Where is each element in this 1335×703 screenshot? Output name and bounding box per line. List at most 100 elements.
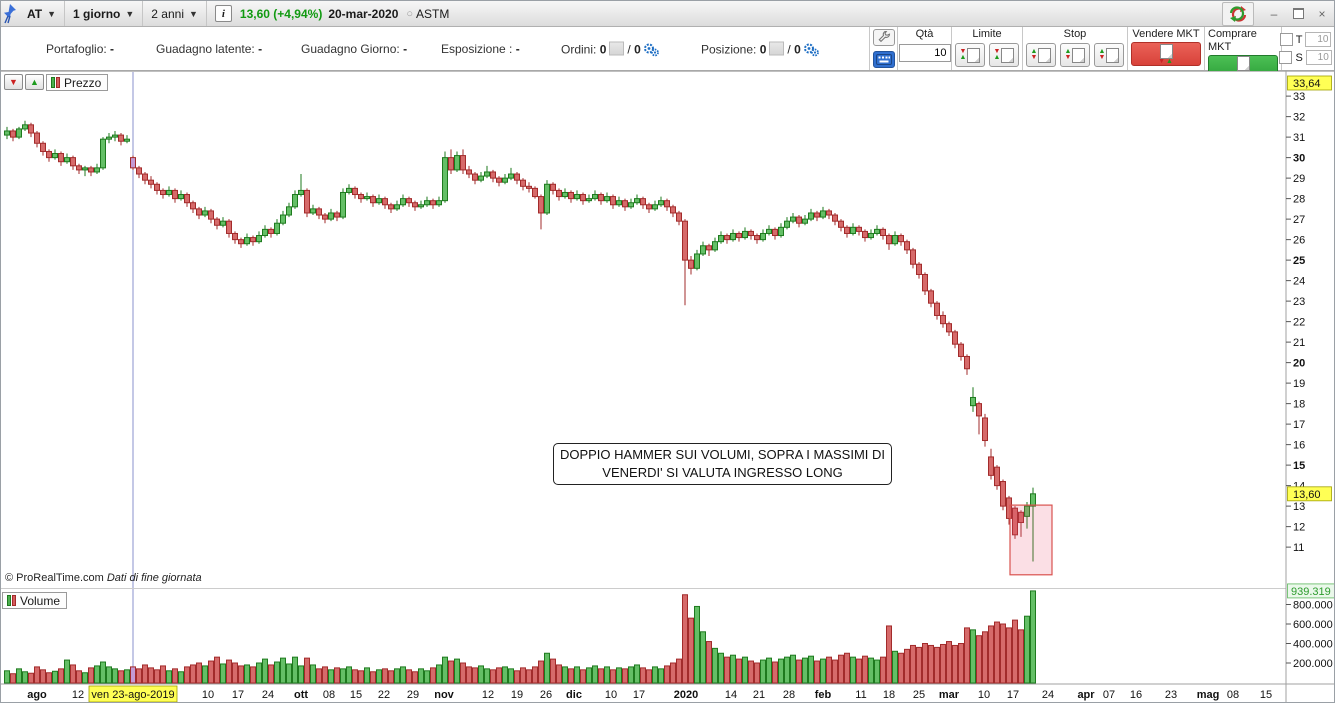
volume-bar xyxy=(664,665,670,684)
order-ticket-icon xyxy=(967,47,981,63)
candle xyxy=(802,218,808,224)
volume-bar xyxy=(40,669,46,684)
date-tick-label: ago xyxy=(27,689,47,701)
candle xyxy=(910,249,916,265)
candle xyxy=(994,466,1000,487)
order-settings-wrench-button[interactable] xyxy=(872,29,895,46)
minimize-button[interactable]: – xyxy=(1270,6,1278,21)
candle xyxy=(418,204,424,208)
volume-bar xyxy=(106,666,112,684)
timeframe-dropdown[interactable]: 1 giorno ▼ xyxy=(65,1,144,26)
orders-list-icon[interactable] xyxy=(609,41,625,55)
trailing-t-input[interactable] xyxy=(1305,32,1332,47)
candle xyxy=(340,191,346,218)
date-tick-label: 11 xyxy=(855,689,866,701)
date-tick-label: mar xyxy=(939,689,960,701)
volume-bar xyxy=(838,654,844,684)
date-tick-label: 12 xyxy=(482,689,494,701)
volume-bar xyxy=(712,647,718,684)
position-list-icon[interactable] xyxy=(769,41,785,55)
candle xyxy=(130,157,136,169)
volume-bar xyxy=(112,668,118,684)
volume-bar xyxy=(796,659,802,684)
volume-bar xyxy=(310,664,316,684)
cursor-date-label: ven 23-ago-2019 xyxy=(91,689,174,701)
volume-bar xyxy=(406,669,412,684)
volume-bar xyxy=(334,667,340,684)
symbol-selector-dropdown[interactable]: AT ▼ xyxy=(19,1,66,26)
trailing-s-checkbox[interactable] xyxy=(1279,51,1293,64)
volume-bar xyxy=(982,631,988,684)
range-dropdown[interactable]: 2 anni ▼ xyxy=(143,1,207,26)
volume-bar xyxy=(1018,629,1024,684)
restore-button[interactable] xyxy=(1288,5,1308,23)
stop-order-button-2[interactable]: ▲ ▼ xyxy=(1060,43,1090,67)
latent-gain-field: Guadagno latente: - xyxy=(156,41,263,56)
candle xyxy=(550,183,556,191)
candle xyxy=(748,230,754,237)
buy-sell-arrows-icon: ▼▲ xyxy=(959,48,967,61)
price-tick-label: 31 xyxy=(1293,132,1305,144)
volume-bar xyxy=(508,668,514,684)
sell-market-label: Vendere MKT xyxy=(1132,28,1200,40)
candle xyxy=(556,189,562,198)
volume-bar xyxy=(466,666,472,684)
sell-arrow-icon: ▼ xyxy=(9,77,18,87)
quick-sell-button[interactable]: ▼ xyxy=(4,74,23,90)
date-tick-label: 17 xyxy=(232,689,244,701)
candle xyxy=(694,253,700,269)
candle xyxy=(712,241,718,251)
price-tick-label: 32 xyxy=(1293,112,1305,124)
volume-bar xyxy=(76,670,82,684)
sell-market-button[interactable]: ▼▲ xyxy=(1131,42,1201,66)
volume-bar xyxy=(190,664,196,684)
candle xyxy=(430,200,436,206)
limit-order-button-1[interactable]: ▼ ▲ xyxy=(955,43,985,67)
quick-buy-button[interactable]: ▲ xyxy=(25,74,44,90)
volume-bar xyxy=(178,671,184,684)
keyboard-button[interactable] xyxy=(872,51,895,68)
candle xyxy=(292,194,298,208)
orders-gear-icon[interactable] xyxy=(643,42,659,56)
limit-order-button-2[interactable]: ▼ ▲ xyxy=(989,43,1019,67)
candle xyxy=(124,138,130,142)
candle xyxy=(214,218,220,226)
candle xyxy=(142,173,148,181)
refresh-icon[interactable] xyxy=(1222,1,1254,26)
volume-tick-label: 200.000 xyxy=(1293,658,1333,670)
candle xyxy=(460,155,466,171)
price-pane-legend[interactable]: Prezzo xyxy=(46,74,109,91)
stop-order-button-3[interactable]: ▲ ▼ xyxy=(1094,43,1124,67)
candle xyxy=(472,173,478,181)
date-tick-label: 08 xyxy=(1227,689,1239,701)
stop-order-button-1[interactable]: ▲ ▼ xyxy=(1026,43,1056,67)
chart-annotation-note[interactable]: DOPPIO HAMMER SUI VOLUMI, SOPRA I MASSIM… xyxy=(553,443,892,485)
chart-canvas[interactable]: 33 32 31 30 29 28 27 26 25 24 23 22 21 20 19 18 17 16 15 14… xyxy=(1,71,1335,703)
position-gear-icon[interactable] xyxy=(803,42,819,56)
volume-bar xyxy=(850,656,856,684)
volume-bar xyxy=(388,670,394,684)
volume-bar xyxy=(274,661,280,684)
candle xyxy=(364,196,370,200)
volume-pane-legend[interactable]: Volume xyxy=(2,592,68,609)
pushpin-icon[interactable] xyxy=(1,3,19,25)
volume-bar xyxy=(994,621,1000,684)
candle xyxy=(34,132,40,144)
highlight-box[interactable] xyxy=(1009,504,1053,576)
info-icon[interactable]: i xyxy=(214,5,232,22)
qty-input[interactable] xyxy=(898,44,951,62)
volume-bar xyxy=(946,641,952,684)
candle xyxy=(4,130,10,136)
volume-bar xyxy=(346,666,352,684)
titlebar: AT ▼ 1 giorno ▼ 2 anni ▼ i 13,60 (+4,94%… xyxy=(1,1,1334,27)
chevron-down-icon: ▼ xyxy=(189,8,198,19)
trailing-t-checkbox[interactable] xyxy=(1279,33,1293,46)
volume-bar xyxy=(160,665,166,684)
price-tick-label: 16 xyxy=(1293,440,1305,452)
volume-bar xyxy=(400,666,406,684)
price-tick-label: 24 xyxy=(1293,276,1305,288)
volume-bar xyxy=(1012,619,1018,684)
trailing-s-input[interactable] xyxy=(1305,50,1332,65)
close-button[interactable]: × xyxy=(1318,6,1326,21)
last-price-label-box xyxy=(1287,486,1332,502)
